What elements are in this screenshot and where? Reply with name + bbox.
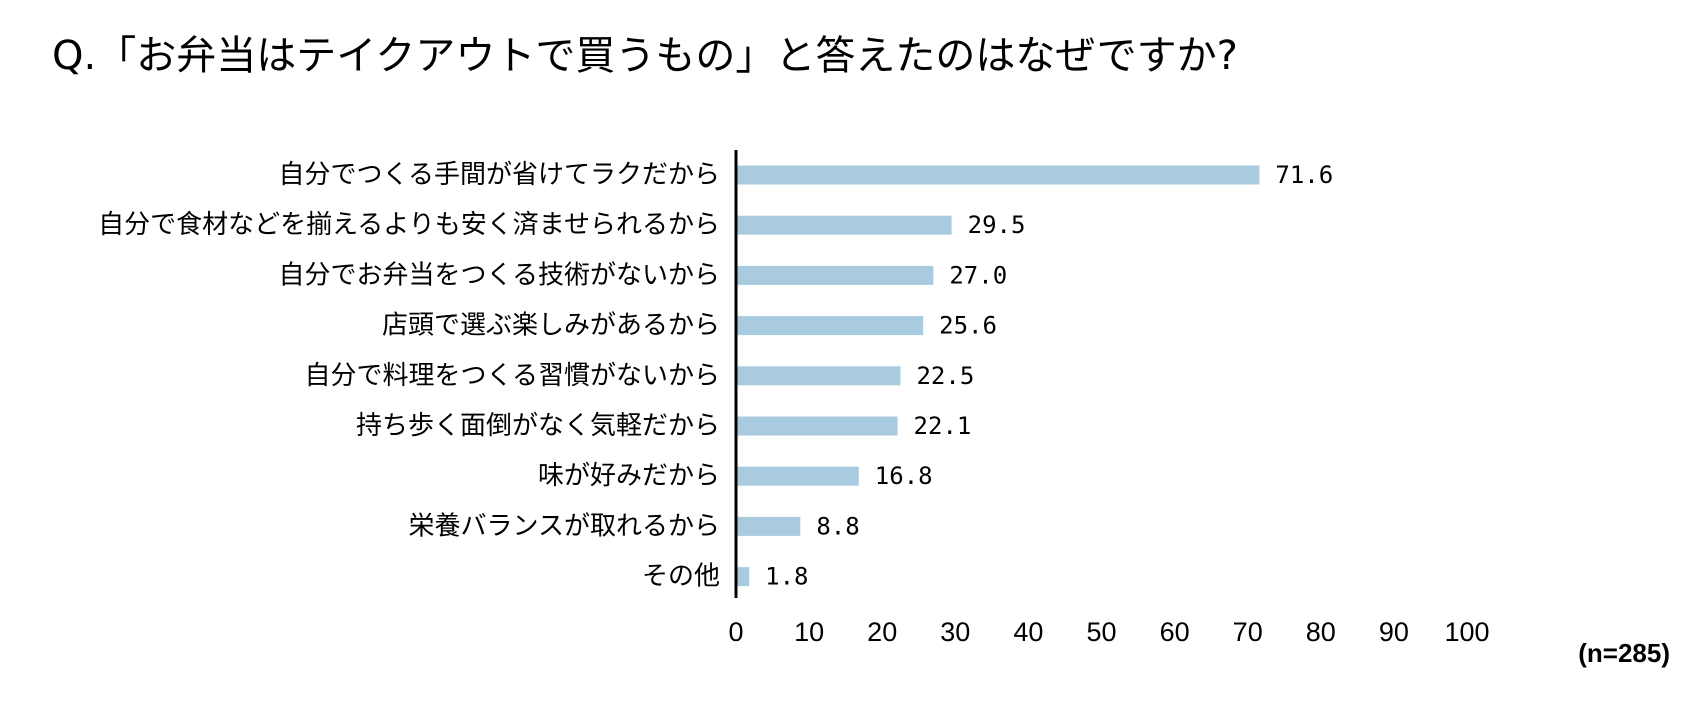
bar-1 [737,165,1260,185]
bars-layer [737,165,1260,587]
category-label-6: 持ち歩く面倒がなく気軽だから [356,411,720,441]
bar-6 [737,416,898,436]
value-label-3: 27.0 [949,261,1007,289]
value-labels: 71.6 29.5 27.0 25.6 22.5 22.1 16.8 8.8 1.8 [765,161,1333,591]
x-tick-label-40: 40 [1013,617,1043,647]
x-tick-label-50: 50 [1086,617,1116,647]
bar-7 [737,466,859,486]
value-label-7: 16.8 [875,462,933,490]
category-label-8: 栄養バランスが取れるから [409,511,720,541]
x-tick-label-30: 30 [940,617,970,647]
bar-2 [737,215,952,235]
category-label-3: 自分でお弁当をつくる技術がないから [279,260,720,290]
x-tick-label-20: 20 [867,617,897,647]
x-tick-label-60: 60 [1160,617,1190,647]
value-label-9: 1.8 [765,563,808,591]
value-label-5: 22.5 [916,362,974,390]
x-tick-label-80: 80 [1306,617,1336,647]
category-label-7: 味が好みだから [538,461,720,491]
x-axis-ticks: 0 10 20 30 40 50 60 70 80 90 100 [728,617,1489,647]
x-tick-label-70: 70 [1233,617,1263,647]
x-tick-label-100: 100 [1444,617,1489,647]
x-tick-label-10: 10 [794,617,824,647]
chart-title: Q.「お弁当はテイクアウトで買うもの」と答えたのはなぜですか? [52,33,1238,79]
bar-5 [737,366,901,386]
bar-9 [737,567,750,587]
category-label-9: その他 [642,562,720,592]
bar-4 [737,316,924,336]
category-label-1: 自分でつくる手間が省けてラクだから [279,160,720,190]
sample-size-note: (n=285) [1578,638,1670,668]
category-labels: 自分でつくる手間が省けてラクだから自分で食材などを揃えるよりも安く済ませられるか… [98,160,720,592]
x-tick-label-90: 90 [1379,617,1409,647]
value-label-4: 25.6 [939,312,997,340]
category-label-5: 自分で料理をつくる習慣がないから [305,361,720,391]
value-label-6: 22.1 [914,412,972,440]
value-label-2: 29.5 [968,211,1026,239]
category-label-4: 店頭で選ぶ楽しみがあるから [382,311,720,341]
category-label-2: 自分で食材などを揃えるよりも安く済ませられるから [98,210,720,240]
bar-3 [737,265,934,285]
value-label-8: 8.8 [816,512,859,540]
x-tick-label-0: 0 [728,617,743,647]
value-label-1: 71.6 [1275,161,1333,189]
bar-8 [737,516,801,536]
